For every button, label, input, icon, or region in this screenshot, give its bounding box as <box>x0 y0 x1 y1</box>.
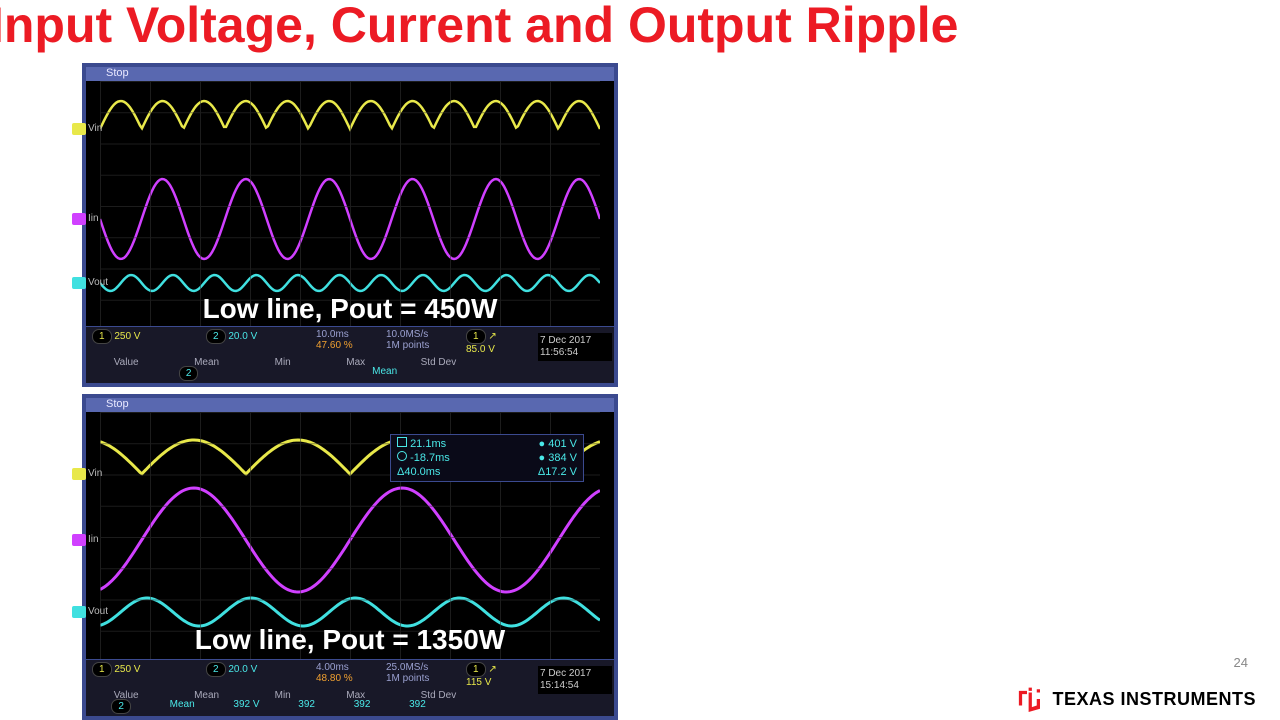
ch1-scale: 250 V <box>114 331 140 342</box>
ti-chip-icon <box>1014 686 1047 712</box>
ch1-scale: 250 V <box>114 664 140 675</box>
scope-caption: Low line, Pout = 1350W <box>100 624 600 656</box>
sample-pts: 1M points <box>386 340 429 351</box>
measure-row: 2 Mean <box>92 366 484 381</box>
ch1-badge: 1 <box>92 662 112 677</box>
scope-topbar: Stop <box>86 398 614 412</box>
ti-logo: TEXAS INSTRUMENTS <box>1014 686 1256 712</box>
ch1-badge: 1 <box>92 329 112 344</box>
timebase: 4.00ms <box>316 662 349 673</box>
trig-badge: 1 <box>466 662 486 677</box>
timestamp: 7 Dec 2017 11:56:54 <box>538 333 612 361</box>
channel-label: Vin <box>72 468 100 479</box>
slide-title: Input Voltage, Current and Output Ripple <box>0 0 958 54</box>
sample-rate: 10.0MS/s <box>386 329 428 340</box>
trig-level: 85.0 V <box>466 344 495 355</box>
oscilloscope-capture-2: Stop 21.1ms ● 401 V -18.7ms ● 384 V Δ40.… <box>82 394 618 720</box>
channel-label: Iin <box>72 534 100 545</box>
ch2-scale: 20.0 V <box>228 331 257 342</box>
scope-caption: Low line, Pout = 450W <box>100 293 600 325</box>
timebase-pct: 47.60 % <box>316 340 353 351</box>
scope-grid: 21.1ms ● 401 V -18.7ms ● 384 V Δ40.0ms Δ… <box>100 412 600 662</box>
trig-badge: 1 <box>466 329 486 344</box>
ch2-badge: 2 <box>206 329 226 344</box>
ch2-scale: 20.0 V <box>228 664 257 675</box>
channel-label: Iin <box>72 213 100 224</box>
scope-readout: 1 250 V 2 20.0 V 10.0ms 47.60 % 10.0MS/s… <box>86 326 614 383</box>
channel-label: Vin <box>72 123 100 134</box>
channel-label: Vout <box>72 606 100 617</box>
scope-grid: Low line, Pout = 450W <box>100 81 600 331</box>
sample-pts: 1M points <box>386 673 429 684</box>
timebase: 10.0ms <box>316 329 349 340</box>
oscilloscope-capture-1: Stop Low line, Pout = 450W VinIinVout 1 … <box>82 63 618 387</box>
measure-badge: 2 <box>179 366 199 381</box>
measure-row: 2Mean392 V392392392 <box>92 699 484 714</box>
ti-logo-text: TEXAS INSTRUMENTS <box>1052 689 1256 710</box>
timestamp: 7 Dec 2017 15:14:54 <box>538 666 612 694</box>
page-number: 24 <box>1234 655 1248 670</box>
channel-label: Vout <box>72 277 100 288</box>
trig-level: 115 V <box>466 677 491 688</box>
scope-topbar: Stop <box>86 67 614 81</box>
cursor-readout: 21.1ms ● 401 V -18.7ms ● 384 V Δ40.0ms Δ… <box>390 434 584 482</box>
sample-rate: 25.0MS/s <box>386 662 428 673</box>
timebase-pct: 48.80 % <box>316 673 353 684</box>
scope-readout: 1 250 V 2 20.0 V 4.00ms 48.80 % 25.0MS/s… <box>86 659 614 716</box>
ch2-badge: 2 <box>206 662 226 677</box>
